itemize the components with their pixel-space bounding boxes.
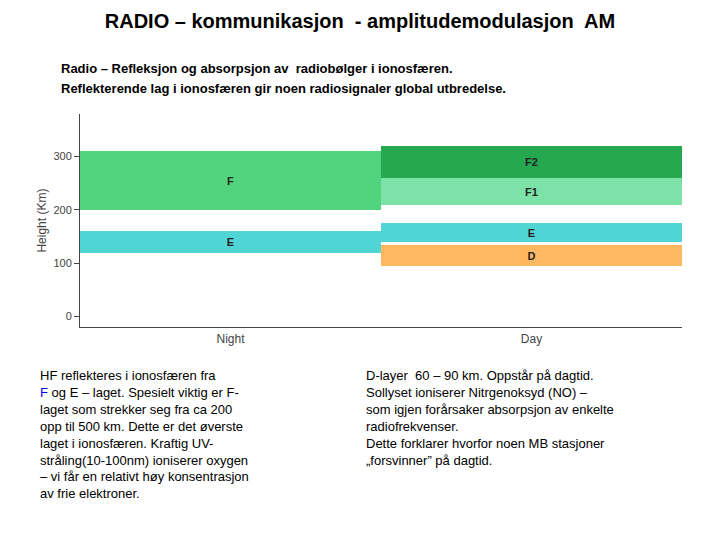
svg-text:Height (Km): Height (Km) — [35, 189, 49, 253]
svg-text:D: D — [528, 250, 536, 262]
svg-text:RADIO – kommunikasjon - ampli: RADIO – kommunikasjon - amplitudemodulas… — [105, 10, 615, 32]
svg-text:100: 100 — [53, 257, 71, 269]
svg-text:Night: Night — [216, 332, 245, 346]
svg-text:E: E — [528, 227, 535, 239]
svg-text:E: E — [227, 236, 234, 248]
svg-text:Radio – Refleksjon og absorpsj: Radio – Refleksjon og absorpsjon av radi… — [61, 61, 453, 76]
svg-text:200: 200 — [53, 204, 71, 216]
svg-text:Day: Day — [521, 332, 542, 346]
svg-text:F1: F1 — [525, 186, 538, 198]
svg-text:300: 300 — [53, 150, 71, 162]
svg-text:F: F — [227, 175, 234, 187]
svg-text:D-layer 60 – 90 km. Oppstår p: D-layer 60 – 90 km. Oppstår på dagtid.So… — [366, 368, 614, 468]
svg-text:0: 0 — [66, 310, 72, 322]
svg-text:Reflekterende lag i ionosfæren: Reflekterende lag i ionosfæren gir noen … — [61, 81, 506, 96]
svg-text:F2: F2 — [525, 156, 538, 168]
svg-text:HF reflekteres i ionosfæren fr: HF reflekteres i ionosfæren fraF og E – … — [40, 368, 249, 501]
